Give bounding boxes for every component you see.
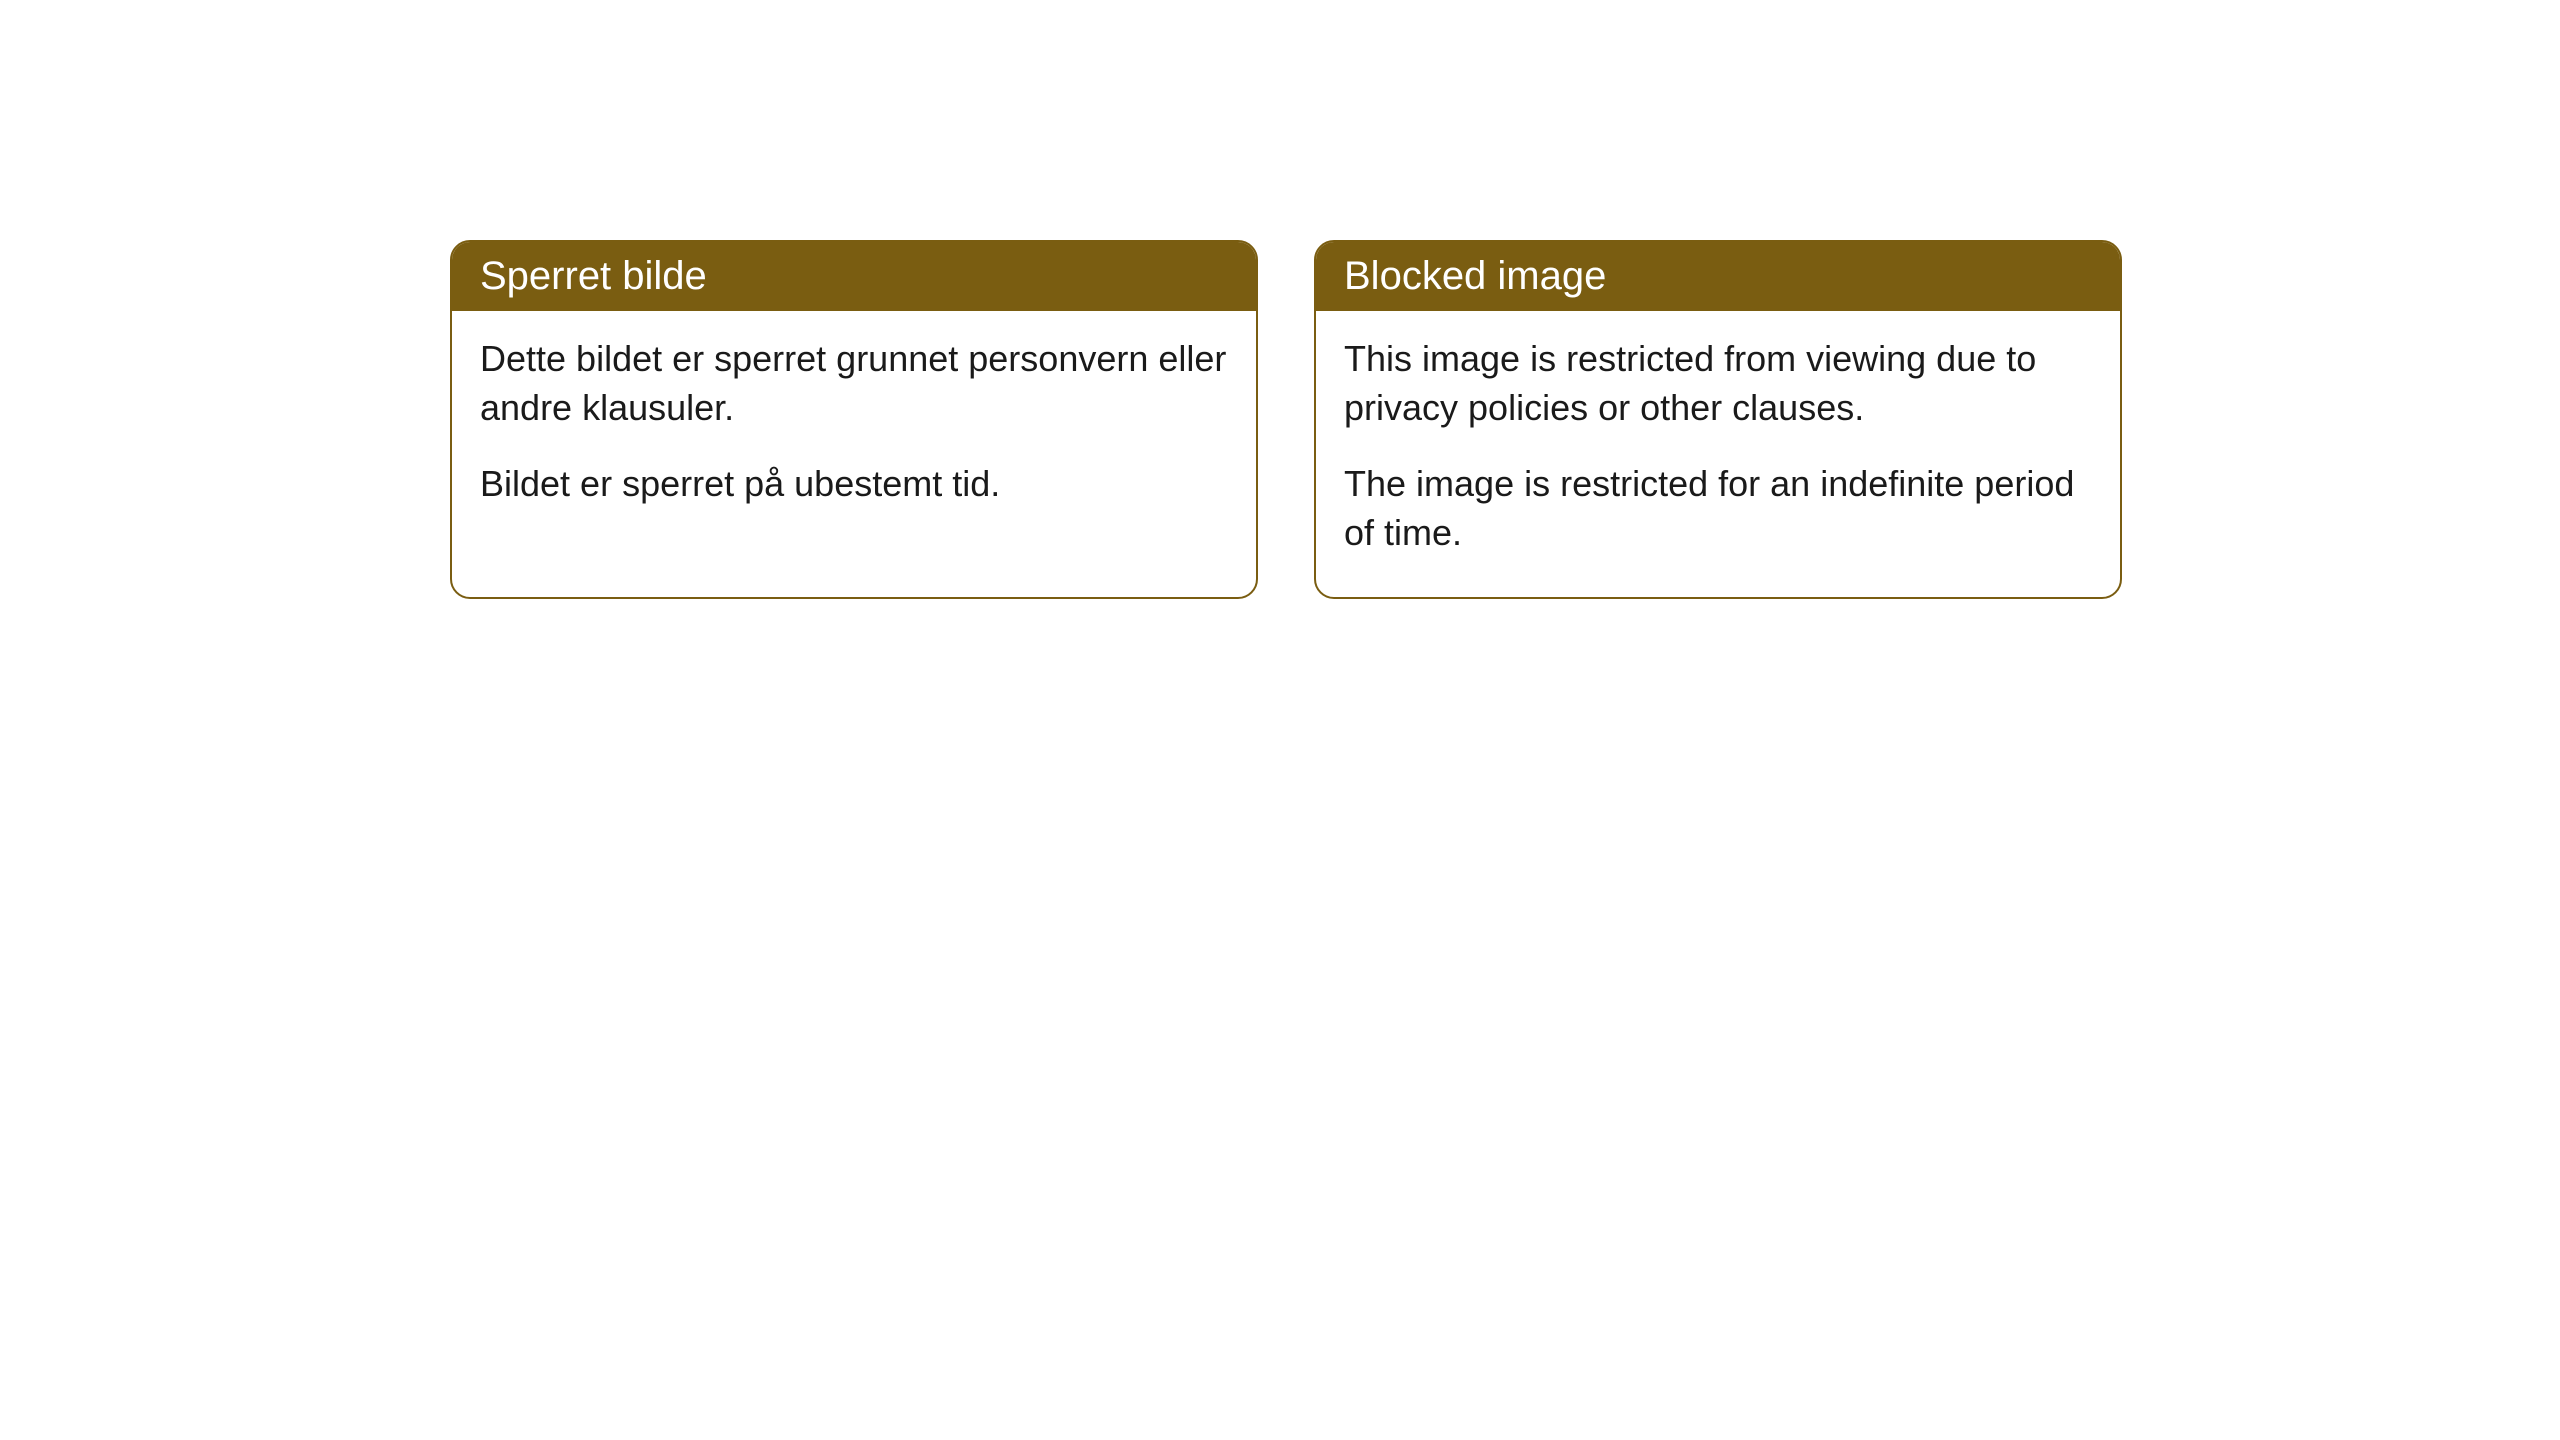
card-paragraph: This image is restricted from viewing du… [1344,335,2092,432]
card-title: Blocked image [1344,254,1606,298]
card-body: This image is restricted from viewing du… [1316,311,2120,597]
notice-card-english: Blocked image This image is restricted f… [1314,240,2122,599]
notice-card-norwegian: Sperret bilde Dette bildet er sperret gr… [450,240,1258,599]
card-paragraph: Bildet er sperret på ubestemt tid. [480,460,1228,509]
card-header: Sperret bilde [452,242,1256,311]
notice-cards-container: Sperret bilde Dette bildet er sperret gr… [450,240,2122,599]
card-title: Sperret bilde [480,254,707,298]
card-paragraph: The image is restricted for an indefinit… [1344,460,2092,557]
card-paragraph: Dette bildet er sperret grunnet personve… [480,335,1228,432]
card-body: Dette bildet er sperret grunnet personve… [452,311,1256,549]
card-header: Blocked image [1316,242,2120,311]
